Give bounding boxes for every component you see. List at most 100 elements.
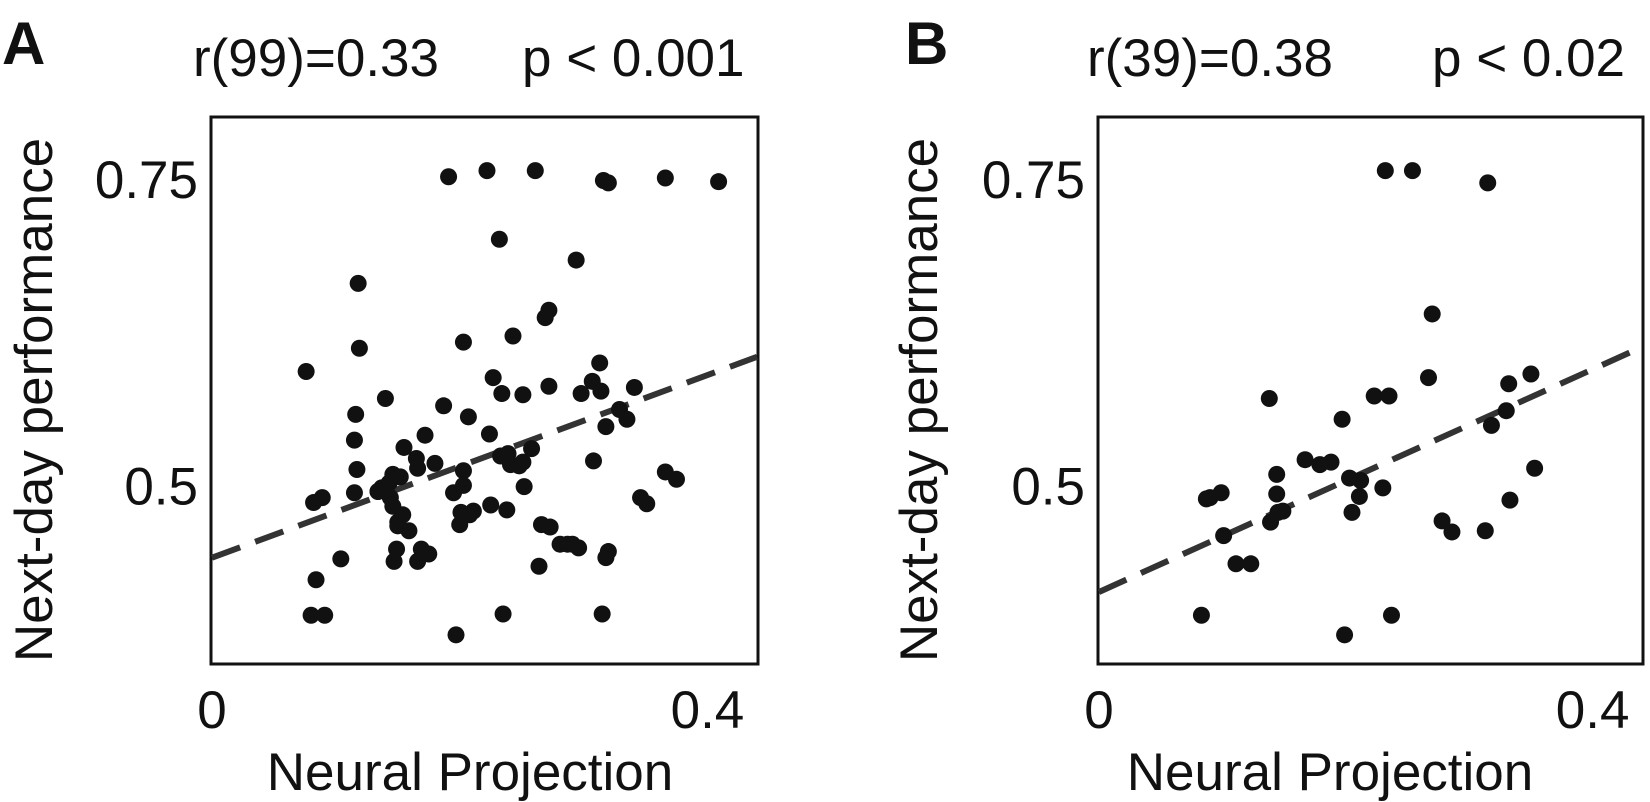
data-point — [1482, 416, 1500, 434]
data-point — [656, 169, 674, 187]
data-point — [540, 377, 558, 395]
data-point — [515, 478, 533, 496]
data-point — [526, 162, 544, 180]
panel-label: A — [2, 10, 45, 77]
data-point — [482, 496, 500, 514]
data-point — [349, 274, 367, 292]
data-point — [490, 230, 508, 248]
data-point — [297, 363, 315, 381]
data-point — [570, 539, 588, 557]
tick-labels: 0 0.4 0.5 0.75 — [982, 151, 1630, 740]
p-value-stat: p < 0.001 — [522, 29, 745, 88]
data-point — [504, 327, 522, 345]
tick-labels: 0 0.4 0.5 0.75 — [95, 151, 744, 740]
data-point — [1268, 465, 1286, 483]
data-point — [1403, 162, 1421, 180]
x-tick-label: 0.4 — [671, 681, 745, 740]
data-point — [1343, 503, 1361, 521]
data-point — [454, 333, 472, 351]
data-point — [369, 483, 387, 501]
data-point — [348, 460, 366, 478]
data-point — [498, 501, 516, 519]
data-point — [345, 484, 363, 502]
data-point — [445, 484, 463, 502]
correlation-stat: r(39)=0.38 — [1087, 29, 1333, 88]
data-point — [400, 522, 418, 540]
panel-b: B r(39)=0.38 p < 0.02 Next-day performan… — [890, 10, 1645, 802]
data-point — [567, 251, 585, 269]
data-point — [710, 173, 728, 191]
data-point — [409, 552, 427, 570]
data-point — [536, 309, 554, 327]
data-point — [332, 550, 350, 568]
data-point — [461, 506, 479, 524]
y-tick-label: 0.5 — [1011, 457, 1085, 516]
data-point — [1380, 387, 1398, 405]
panel-a: A r(99)=0.33 p < 0.001 Next-day performa… — [2, 10, 760, 802]
data-point — [1296, 451, 1314, 469]
data-point — [514, 453, 532, 471]
trend-line — [210, 354, 759, 561]
data-point — [1311, 456, 1329, 474]
data-point — [541, 518, 559, 536]
data-point — [1336, 626, 1354, 644]
data-point — [523, 440, 541, 458]
p-value-stat: p < 0.02 — [1432, 29, 1625, 88]
y-tick-label: 0.5 — [124, 457, 198, 516]
data-point — [494, 605, 512, 623]
data-point — [530, 557, 548, 575]
x-tick-label: 0 — [197, 681, 226, 740]
data-point — [1365, 387, 1383, 405]
data-point — [454, 462, 472, 480]
data-point — [1268, 485, 1286, 503]
data-point — [435, 397, 453, 415]
data-point — [492, 447, 510, 465]
data-point — [316, 606, 334, 624]
data-point — [593, 605, 611, 623]
y-tick-label: 0.75 — [982, 151, 1085, 210]
data-point — [350, 339, 368, 357]
data-point — [1420, 369, 1438, 387]
y-axis-label: Next-day performance — [5, 138, 64, 662]
data-point — [480, 425, 498, 443]
data-point — [1227, 555, 1245, 573]
data-point — [1341, 469, 1359, 487]
data-point — [599, 543, 617, 561]
data-point — [302, 606, 320, 624]
plot-frame — [209, 115, 760, 666]
data-point — [585, 452, 602, 470]
data-point — [1215, 527, 1233, 545]
data-point — [1500, 375, 1518, 393]
x-tick-label: 0 — [1084, 681, 1113, 740]
panel-label: B — [905, 10, 948, 77]
data-point — [1433, 512, 1451, 530]
data-point — [307, 571, 325, 589]
data-point — [1201, 489, 1219, 507]
plot-frame — [1096, 115, 1645, 666]
data-point — [409, 459, 427, 477]
data-point — [591, 354, 609, 372]
data-point — [514, 386, 532, 404]
data-point — [347, 405, 365, 423]
data-point — [1479, 174, 1497, 192]
y-axis-label: Next-day performance — [890, 138, 949, 662]
data-point — [440, 168, 458, 186]
y-tick-label: 0.75 — [95, 151, 198, 210]
data-point — [638, 495, 656, 513]
correlation-stat: r(99)=0.33 — [193, 29, 439, 88]
data-point — [597, 418, 615, 436]
data-point — [1501, 491, 1519, 509]
data-point — [1497, 402, 1515, 420]
data-point — [1522, 365, 1540, 383]
data-point — [447, 626, 465, 644]
data-point — [599, 174, 617, 192]
data-point — [395, 438, 413, 456]
data-point — [572, 385, 590, 403]
data-point — [493, 385, 511, 403]
x-axis-label: Neural Projection — [267, 743, 674, 802]
data-point — [459, 408, 477, 426]
data-point — [1192, 606, 1210, 624]
trend-line — [1097, 344, 1644, 595]
data-point — [1382, 606, 1400, 624]
